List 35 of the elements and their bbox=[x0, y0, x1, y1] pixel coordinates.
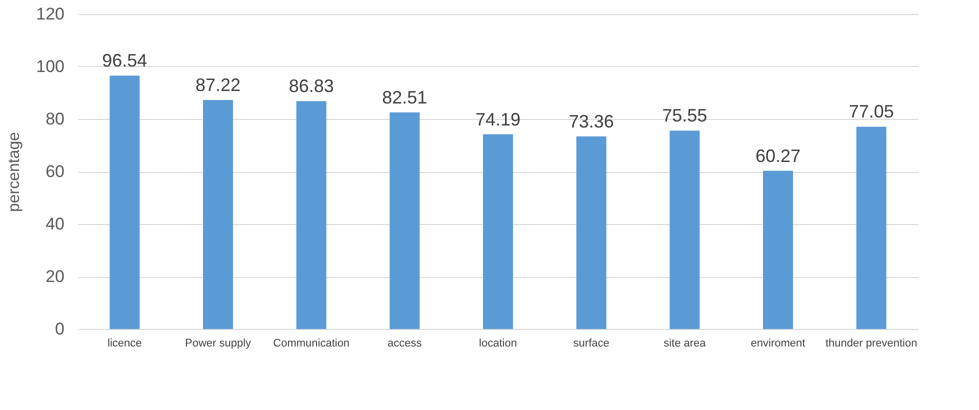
x-tick-label: location bbox=[479, 338, 517, 350]
bar bbox=[203, 100, 233, 329]
data-label: 73.36 bbox=[568, 111, 614, 132]
x-tick-label: licence bbox=[108, 338, 142, 350]
data-label: 74.19 bbox=[475, 109, 521, 130]
y-tick-label: 40 bbox=[46, 214, 64, 234]
bar bbox=[856, 126, 886, 329]
bar bbox=[483, 134, 513, 329]
x-tick-label: surface bbox=[573, 338, 610, 350]
data-label: 82.51 bbox=[382, 87, 428, 108]
bar bbox=[390, 112, 420, 329]
x-tick-label: thunder prevention bbox=[825, 338, 918, 350]
x-tick-label: Communication bbox=[273, 338, 350, 350]
x-tick-label: enviroment bbox=[750, 338, 806, 350]
data-label: 87.22 bbox=[195, 75, 241, 96]
bar bbox=[296, 101, 326, 329]
y-tick-label: 0 bbox=[55, 320, 64, 338]
data-label: 86.83 bbox=[288, 76, 334, 96]
data-label: 77.05 bbox=[848, 102, 894, 122]
x-tick-label: Power supply bbox=[184, 338, 252, 350]
y-tick-label: 80 bbox=[46, 110, 64, 128]
data-label: 96.54 bbox=[102, 50, 148, 71]
data-label: 60.27 bbox=[755, 146, 801, 166]
x-tick-label: access bbox=[388, 338, 422, 350]
y-tick-label: 20 bbox=[46, 267, 64, 286]
y-tick-label: 60 bbox=[46, 162, 64, 181]
data-label: 75.55 bbox=[662, 106, 708, 126]
bar bbox=[670, 130, 700, 329]
bar bbox=[576, 136, 606, 329]
y-tick-label: 100 bbox=[36, 57, 64, 76]
x-tick-label: site area bbox=[664, 338, 707, 350]
y-axis-title: percentage bbox=[6, 132, 24, 212]
bar bbox=[110, 76, 140, 329]
bar bbox=[763, 170, 793, 329]
y-tick-label: 120 bbox=[36, 4, 64, 24]
